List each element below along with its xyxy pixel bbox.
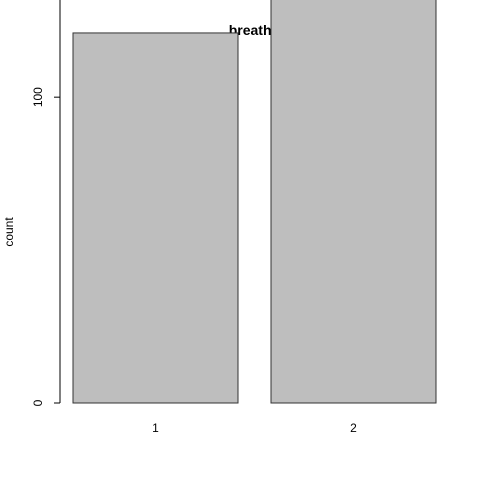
y-axis-label: count [2, 217, 16, 247]
y-tick-label: 0 [31, 399, 45, 406]
y-tick-label: 100 [31, 87, 45, 107]
chart-title: breaths [229, 22, 280, 38]
bars [72, 0, 437, 404]
x-tick-label: 2 [350, 421, 357, 435]
y-axis: 0100200300400500600 [31, 0, 61, 406]
bar-1 [72, 32, 239, 404]
x-tick-label: 1 [152, 421, 159, 435]
bar-2 [270, 0, 437, 404]
